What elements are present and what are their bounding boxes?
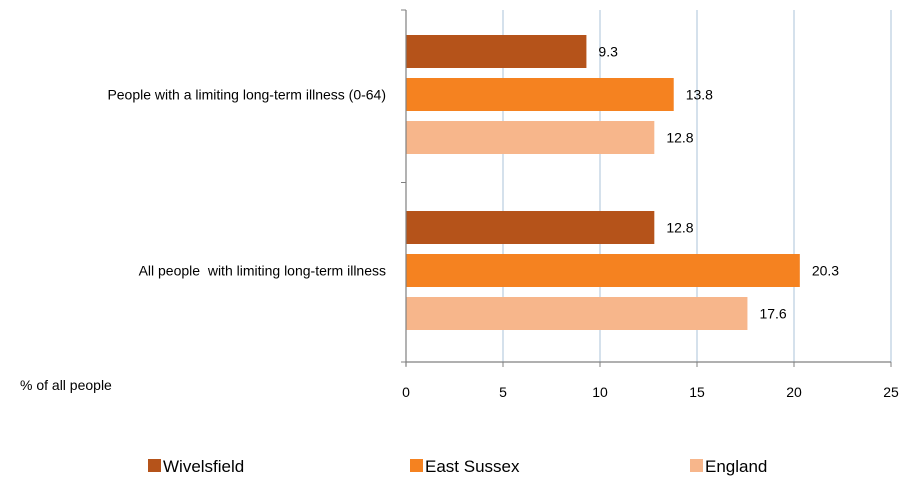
x-tick-label: 5 [499, 384, 507, 400]
x-tick-label: 10 [592, 384, 608, 400]
x-axis: 0 5 10 15 20 25 [401, 9, 899, 400]
x-tick-label: 15 [689, 384, 705, 400]
legend-label: East Sussex [425, 457, 520, 476]
bar [406, 121, 655, 154]
x-tick-label: 20 [786, 384, 802, 400]
legend-swatch [690, 459, 703, 472]
x-tick-label: 0 [402, 384, 410, 400]
data-label: 20.3 [812, 263, 839, 279]
bar [406, 78, 674, 111]
legend-swatch [148, 459, 161, 472]
legend-label: Wivelsfield [163, 457, 244, 476]
data-label: 12.8 [666, 220, 693, 236]
bars: 9.3 13.8 12.8 12.8 20.3 17.6 [406, 35, 839, 330]
bar [406, 211, 655, 244]
legend-label: England [705, 457, 767, 476]
legend: Wivelsfield East Sussex England [148, 457, 767, 476]
category-label: People with a limiting long-term illness… [107, 87, 386, 103]
x-axis-title: % of all people [20, 377, 112, 393]
data-label: 13.8 [686, 87, 713, 103]
data-label: 12.8 [666, 130, 693, 146]
bar [406, 35, 587, 68]
category-label: All people with limiting long-term illne… [139, 263, 386, 279]
x-tick-label: 25 [883, 384, 899, 400]
legend-swatch [410, 459, 423, 472]
data-label: 9.3 [598, 44, 618, 60]
category-labels: People with a limiting long-term illness… [107, 87, 386, 279]
data-label: 17.6 [759, 306, 786, 322]
bar [406, 297, 748, 330]
bar [406, 254, 800, 287]
